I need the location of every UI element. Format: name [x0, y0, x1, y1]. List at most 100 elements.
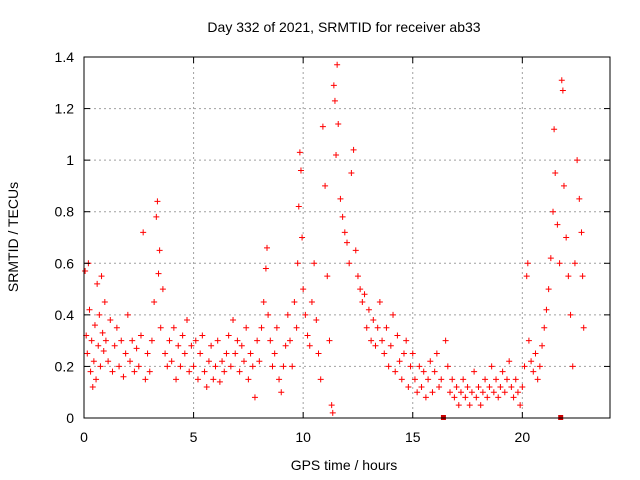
data-point [86, 306, 93, 313]
data-point [177, 363, 184, 370]
data-point [256, 358, 263, 365]
data-point [365, 306, 372, 313]
x-axis-label: GPS time / hours [291, 457, 398, 473]
data-point [475, 384, 482, 391]
data-point [385, 363, 392, 370]
data-point [94, 280, 101, 287]
data-point [453, 384, 460, 391]
data-point [346, 260, 353, 267]
data-point [530, 368, 537, 375]
data-point [447, 389, 454, 396]
y-tick-label: 1 [66, 152, 74, 168]
data-point [512, 376, 519, 383]
data-point [403, 337, 410, 344]
data-point [442, 337, 449, 344]
data-point [576, 195, 583, 202]
data-point [524, 260, 531, 267]
data-point [464, 384, 471, 391]
data-point [521, 363, 528, 370]
data-point [131, 368, 138, 375]
data-point [87, 368, 94, 375]
data-point [558, 77, 565, 84]
data-point [166, 337, 173, 344]
data-point [287, 337, 294, 344]
data-point [361, 291, 368, 298]
data-point [473, 394, 480, 401]
data-point [96, 311, 103, 318]
axis-ticks: 0 0.2 0.4 0.6 0.8 1 1.2 1.4 0 5 10 15 20 [55, 49, 610, 445]
data-point [227, 363, 234, 370]
data-point [551, 126, 558, 133]
y-tick-label: 0 [66, 410, 74, 426]
x-tick-label: 5 [190, 429, 198, 445]
data-point [559, 87, 566, 94]
data-point [199, 332, 206, 339]
data-point [534, 376, 541, 383]
data-point [116, 363, 123, 370]
data-point [319, 123, 326, 130]
data-point [90, 358, 97, 365]
data-point [258, 324, 265, 331]
data-point [225, 332, 232, 339]
y-tick-label: 1.4 [55, 49, 75, 65]
data-point [398, 376, 405, 383]
data-point [376, 298, 383, 305]
data-point [102, 337, 109, 344]
data-point [273, 324, 280, 331]
data-point [488, 363, 495, 370]
data-point [299, 234, 306, 241]
data-point [541, 324, 548, 331]
data-point [264, 244, 271, 251]
data-point [186, 368, 193, 375]
data-point [97, 363, 104, 370]
data-point [127, 358, 134, 365]
data-point [374, 324, 381, 331]
data-point [322, 182, 329, 189]
data-point [400, 350, 407, 357]
data-point [330, 82, 337, 89]
data-point [144, 350, 151, 357]
data-point [506, 358, 513, 365]
data-point [168, 358, 175, 365]
data-point [579, 273, 586, 280]
data-point [155, 270, 162, 277]
data-point [262, 265, 269, 272]
data-point [271, 350, 278, 357]
data-point [337, 195, 344, 202]
data-point [302, 311, 309, 318]
data-point [462, 394, 469, 401]
data-point [240, 358, 247, 365]
data-point [249, 363, 256, 370]
data-point [539, 342, 546, 349]
data-point [280, 363, 287, 370]
data-point [238, 342, 245, 349]
data-point [197, 350, 204, 357]
data-point [317, 376, 324, 383]
data-point [210, 376, 217, 383]
data-point [205, 358, 212, 365]
data-point [444, 363, 451, 370]
data-point [194, 376, 201, 383]
data-point [396, 358, 403, 365]
data-point [490, 389, 497, 396]
data-point [477, 402, 484, 409]
data-point [352, 247, 359, 254]
data-point [82, 268, 89, 275]
data-point [433, 350, 440, 357]
data-point [329, 409, 336, 416]
data-point [348, 170, 355, 177]
x-tick-label: 0 [80, 429, 88, 445]
data-point [517, 402, 524, 409]
data-point [497, 384, 504, 391]
data-point [550, 208, 557, 215]
data-point [153, 213, 160, 220]
data-point [251, 394, 258, 401]
data-point [519, 384, 526, 391]
data-point [493, 376, 500, 383]
data-point [547, 255, 554, 262]
data-point [420, 368, 427, 375]
data-point [427, 358, 434, 365]
data-point [313, 317, 320, 324]
data-point [471, 368, 478, 375]
data-point [124, 311, 131, 318]
